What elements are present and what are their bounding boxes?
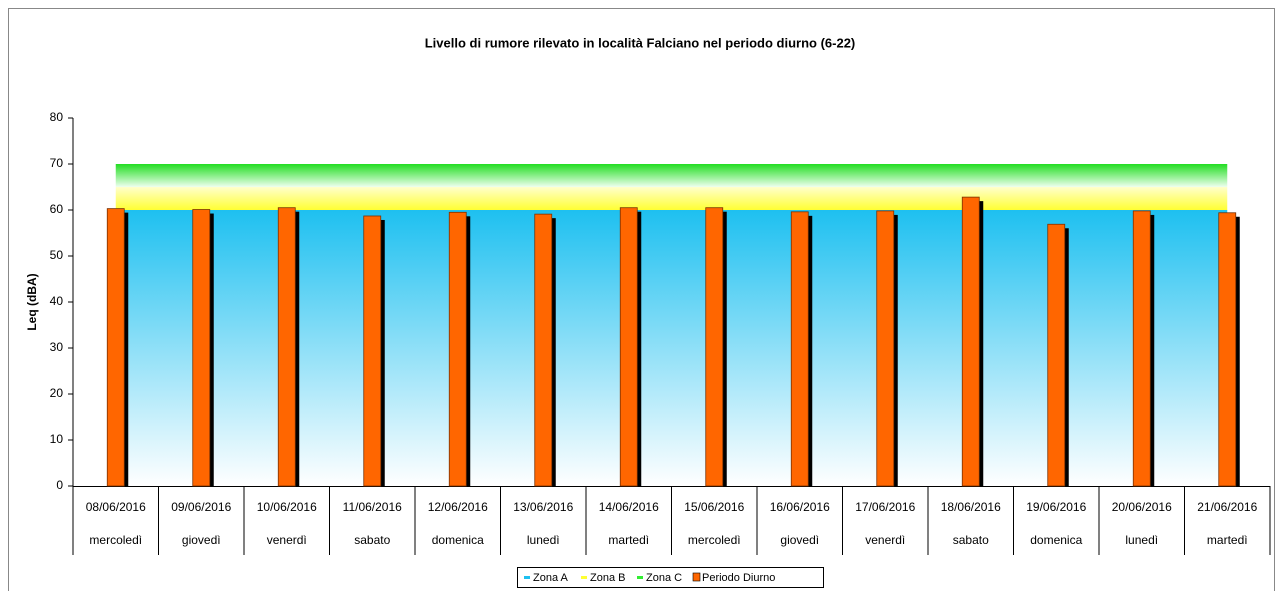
legend-label: Periodo Diurno	[702, 572, 775, 584]
x-tick-label: 17/06/2016	[855, 500, 915, 514]
bar	[106, 208, 125, 487]
legend-swatch	[524, 576, 530, 579]
x-subcategory-label: martedì	[608, 533, 649, 547]
bar	[1218, 212, 1237, 487]
x-tick-label: 19/06/2016	[1026, 500, 1086, 514]
zone-band	[115, 187, 1228, 210]
x-subcategory-label: venerdì	[865, 533, 905, 547]
y-tick-label: 30	[50, 340, 64, 354]
x-tick-label: 10/06/2016	[257, 500, 317, 514]
y-tick-label: 60	[50, 202, 64, 216]
y-axis-label: Leq (dBA)	[25, 273, 39, 330]
legend-swatch	[692, 572, 701, 582]
legend-label: Zona B	[590, 572, 625, 584]
x-subcategory-label: lunedì	[1125, 533, 1158, 547]
x-subcategory-label: giovedì	[182, 533, 221, 547]
chart-title: Livello di rumore rilevato in località F…	[425, 35, 856, 50]
legend-label: Zona C	[646, 572, 682, 584]
x-subcategory-label: venerdì	[267, 533, 307, 547]
x-tick-label: 21/06/2016	[1197, 500, 1257, 514]
legend-swatch	[581, 576, 587, 579]
bar	[1132, 210, 1151, 487]
x-subcategory-label: giovedì	[780, 533, 819, 547]
y-tick-label: 0	[56, 478, 63, 492]
y-tick-label: 50	[50, 248, 64, 262]
bar	[961, 196, 980, 487]
x-subcategory-label: martedì	[1207, 533, 1248, 547]
x-subcategory-label: domenica	[432, 533, 484, 547]
y-tick-label: 80	[50, 110, 64, 124]
x-tick-label: 12/06/2016	[428, 500, 488, 514]
legend-box	[517, 567, 824, 588]
x-subcategory-label: sabato	[953, 533, 989, 547]
x-subcategory-label: mercoledì	[89, 533, 142, 547]
x-tick-label: 09/06/2016	[171, 500, 231, 514]
x-tick-label: 15/06/2016	[684, 500, 744, 514]
x-tick-label: 13/06/2016	[513, 500, 573, 514]
legend-swatch	[637, 576, 643, 579]
bar	[448, 211, 467, 487]
bar	[363, 215, 382, 487]
y-tick-label: 70	[50, 156, 64, 170]
y-tick-label: 10	[50, 432, 64, 446]
x-subcategory-label: sabato	[354, 533, 390, 547]
x-subcategory-label: domenica	[1030, 533, 1082, 547]
bar	[1047, 223, 1066, 487]
bar	[705, 207, 724, 487]
bar	[876, 210, 895, 487]
zone-band	[115, 210, 1228, 486]
bar	[277, 207, 296, 487]
x-tick-label: 08/06/2016	[86, 500, 146, 514]
x-tick-label: 14/06/2016	[599, 500, 659, 514]
x-tick-label: 18/06/2016	[941, 500, 1001, 514]
zone-band	[115, 164, 1228, 187]
bar	[534, 213, 553, 487]
bar	[619, 207, 638, 487]
x-tick-label: 11/06/2016	[343, 500, 402, 514]
y-tick-label: 20	[50, 386, 64, 400]
x-subcategory-label: mercoledì	[688, 533, 741, 547]
bar	[790, 211, 809, 487]
y-tick-label: 40	[50, 294, 64, 308]
bar	[192, 209, 211, 487]
x-tick-label: 16/06/2016	[770, 500, 830, 514]
x-tick-label: 20/06/2016	[1112, 500, 1172, 514]
legend-label: Zona A	[533, 572, 569, 584]
x-subcategory-label: lunedì	[527, 533, 560, 547]
